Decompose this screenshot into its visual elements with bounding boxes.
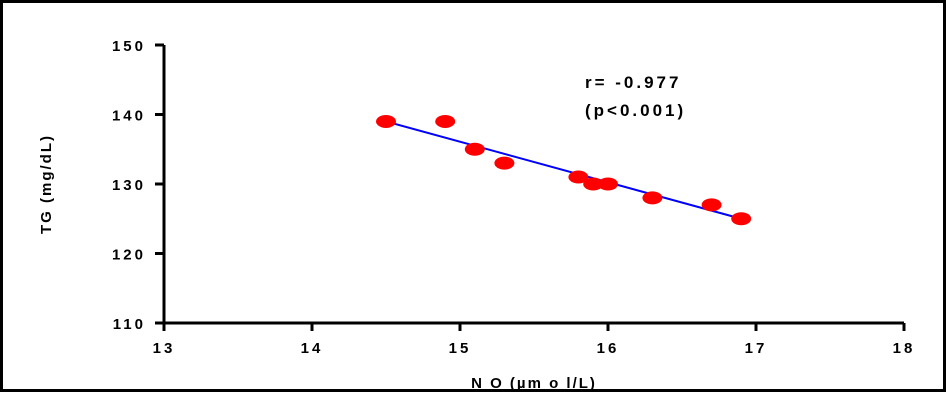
data-point: [435, 114, 456, 128]
data-point: [568, 170, 589, 184]
data-point: [494, 156, 515, 170]
p-value-annotation: (p<0.001): [585, 101, 686, 120]
x-tick-label: 16: [597, 340, 620, 357]
y-tick-label: 110: [113, 316, 146, 333]
data-point: [642, 191, 663, 205]
data-point: [598, 177, 618, 191]
x-tick-label: 18: [893, 340, 916, 357]
y-axis-title: TG (mg/dL): [38, 134, 55, 234]
data-point: [731, 212, 752, 226]
y-tick-label: 130: [112, 177, 146, 194]
scatter-chart: 13 14 15 16 17 18 110 120 130 140 150 r= -0.977 (…: [38, 38, 916, 392]
regression-line: [385, 120, 742, 220]
data-points: [376, 114, 752, 226]
x-axis-title: N O (µm o l/L): [471, 375, 597, 392]
data-point: [583, 177, 604, 191]
axes: [162, 45, 904, 325]
y-tick-label: 150: [112, 38, 146, 55]
x-tick-label: 15: [449, 340, 472, 357]
data-point: [701, 198, 722, 212]
data-point: [376, 114, 396, 128]
y-ticks: 110 120 130 140 150: [112, 38, 164, 333]
y-tick-label: 120: [112, 247, 146, 264]
x-ticks: 13 14 15 16 17 18: [153, 323, 916, 357]
correlation-r-annotation: r= -0.977: [585, 73, 681, 92]
x-tick-label: 13: [153, 340, 176, 357]
y-tick-label: 140: [112, 108, 146, 125]
x-tick-label: 17: [745, 340, 768, 357]
data-point: [464, 142, 485, 156]
x-tick-label: 14: [301, 340, 324, 357]
